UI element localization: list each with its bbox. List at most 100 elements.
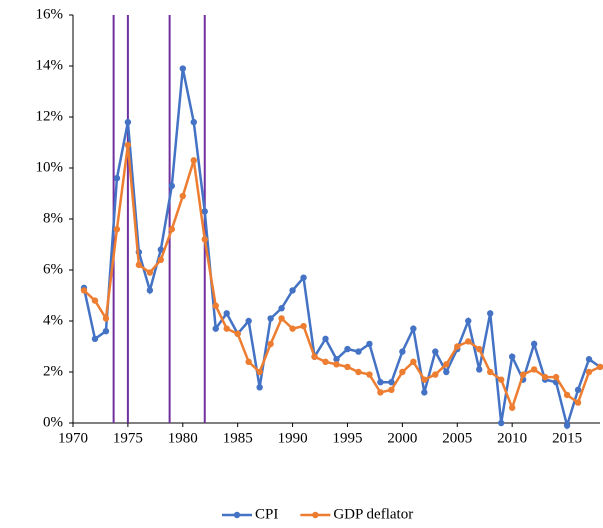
point <box>377 389 384 396</box>
point <box>322 358 329 365</box>
point <box>124 141 132 149</box>
point <box>234 330 241 337</box>
point <box>124 118 132 126</box>
y-tick-label: 2% <box>43 363 63 379</box>
x-tick-label: 1995 <box>332 430 362 446</box>
point <box>146 287 154 294</box>
point <box>410 325 417 332</box>
point <box>366 371 373 378</box>
point <box>399 368 406 376</box>
point <box>410 358 417 365</box>
legend-label: GDP deflator <box>333 506 413 522</box>
point <box>201 236 208 243</box>
x-tick-label: 2005 <box>442 430 472 446</box>
point <box>91 335 99 343</box>
point <box>344 363 351 371</box>
point <box>80 287 88 294</box>
point <box>256 368 263 376</box>
point <box>311 353 318 360</box>
y-tick-label: 0% <box>43 414 63 430</box>
point <box>388 386 395 394</box>
series-line <box>83 144 601 412</box>
point <box>476 345 483 353</box>
point <box>333 361 340 368</box>
point <box>497 376 505 383</box>
y-tick-label: 12% <box>36 108 64 124</box>
point <box>421 389 428 396</box>
point <box>465 317 472 325</box>
point <box>487 310 494 317</box>
point <box>212 325 219 332</box>
point <box>102 315 110 322</box>
point <box>552 373 560 381</box>
legend-label: CPI <box>255 506 278 522</box>
point <box>596 363 603 371</box>
point <box>256 384 263 391</box>
x-tick-label: 1985 <box>223 430 253 446</box>
point <box>102 328 110 335</box>
point <box>267 315 274 322</box>
point <box>377 379 384 386</box>
point <box>476 366 483 373</box>
point <box>201 208 208 215</box>
point <box>585 356 593 363</box>
point <box>399 348 406 355</box>
point <box>585 368 593 376</box>
y-tick-label: 4% <box>43 312 63 328</box>
point <box>355 368 362 376</box>
series-line <box>82 68 601 431</box>
point <box>91 297 99 304</box>
point <box>212 302 219 309</box>
point <box>179 65 186 72</box>
y-tick-label: 10% <box>36 159 64 175</box>
point <box>168 226 176 233</box>
point <box>113 175 121 182</box>
point <box>289 325 296 332</box>
point <box>355 348 362 355</box>
x-tick-label: 1970 <box>58 430 88 446</box>
point <box>157 256 165 263</box>
x-tick-label: 2010 <box>497 430 527 446</box>
x-tick-label: 2000 <box>387 430 417 446</box>
point <box>278 305 285 312</box>
x-tick-label: 1975 <box>113 430 143 446</box>
point <box>190 157 197 164</box>
point <box>146 269 154 276</box>
y-tick-label: 6% <box>43 261 63 277</box>
point <box>443 368 450 376</box>
point <box>278 315 285 322</box>
point <box>245 358 252 365</box>
y-tick-label: 14% <box>36 57 64 73</box>
point <box>168 182 176 190</box>
legend-marker <box>233 511 241 519</box>
y-tick-label: 8% <box>43 210 63 226</box>
point <box>497 419 505 427</box>
point <box>443 361 450 368</box>
point <box>465 338 472 345</box>
point <box>179 192 186 200</box>
point <box>289 287 296 294</box>
point <box>421 376 428 383</box>
x-tick-label: 1980 <box>168 430 198 446</box>
point <box>322 335 329 343</box>
point <box>519 371 527 378</box>
point <box>563 391 571 399</box>
x-tick-label: 2015 <box>552 430 582 446</box>
point <box>300 322 307 330</box>
x-tick-label: 1990 <box>278 430 308 446</box>
point <box>530 366 538 373</box>
point <box>366 340 373 348</box>
legend-marker <box>312 511 319 519</box>
point <box>487 368 494 376</box>
point <box>432 348 439 355</box>
point <box>541 373 549 381</box>
point <box>223 325 230 332</box>
point <box>333 356 340 363</box>
point <box>508 353 516 360</box>
point <box>388 379 395 386</box>
point <box>344 345 351 353</box>
y-tick-label: 16% <box>36 6 64 22</box>
point <box>574 386 582 394</box>
point <box>135 261 143 269</box>
point <box>508 404 516 411</box>
